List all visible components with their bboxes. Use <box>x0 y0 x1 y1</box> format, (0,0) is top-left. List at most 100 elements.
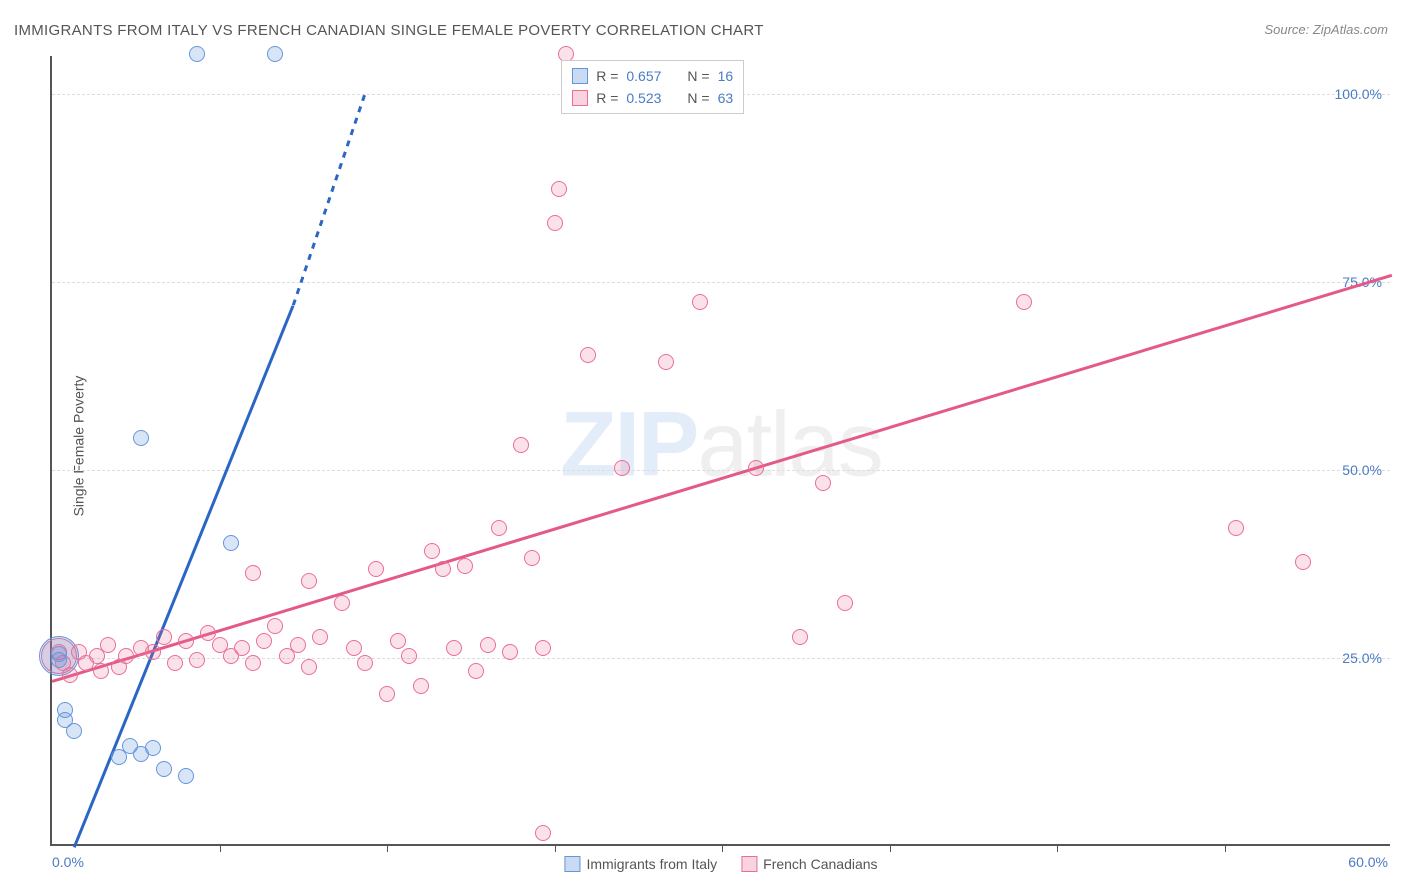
blue-point <box>156 761 172 777</box>
pink-point <box>1228 520 1244 536</box>
n-value: 16 <box>718 68 734 84</box>
pink-point <box>446 640 462 656</box>
pink-point <box>189 652 205 668</box>
pink-point <box>401 648 417 664</box>
blue-point <box>189 46 205 62</box>
legend-row: R = 0.657 N = 16 <box>572 65 733 87</box>
pink-point <box>524 550 540 566</box>
blue-trend-line <box>73 305 294 848</box>
pink-point <box>580 347 596 363</box>
pink-point <box>245 655 261 671</box>
x-tick <box>890 844 891 852</box>
pink-point <box>390 633 406 649</box>
chart-title: IMMIGRANTS FROM ITALY VS FRENCH CANADIAN… <box>14 22 764 39</box>
legend-swatch <box>572 68 588 84</box>
pink-point <box>1295 554 1311 570</box>
pink-point <box>815 475 831 491</box>
x-tick <box>387 844 388 852</box>
x-tick-label: 0.0% <box>52 854 84 870</box>
pink-point <box>748 460 764 476</box>
x-tick <box>1225 844 1226 852</box>
pink-point <box>301 573 317 589</box>
blue-point <box>133 430 149 446</box>
legend-label: French Canadians <box>763 856 877 872</box>
pink-point <box>658 354 674 370</box>
r-label: R = <box>596 68 618 84</box>
pink-point <box>290 637 306 653</box>
pink-point <box>468 663 484 679</box>
pink-point <box>502 644 518 660</box>
blue-point <box>267 46 283 62</box>
pink-point <box>692 294 708 310</box>
legend-swatch <box>741 856 757 872</box>
pink-point <box>100 637 116 653</box>
blue-point <box>178 768 194 784</box>
legend-label: Immigrants from Italy <box>586 856 717 872</box>
pink-point <box>267 618 283 634</box>
legend-row: R = 0.523 N = 63 <box>572 87 733 109</box>
r-value: 0.523 <box>626 90 661 106</box>
legend-item: French Canadians <box>741 856 877 872</box>
blue-point <box>66 723 82 739</box>
pink-point <box>792 629 808 645</box>
blue-point <box>223 535 239 551</box>
n-label: N = <box>687 90 709 106</box>
blue-point <box>51 646 67 662</box>
pink-point <box>156 629 172 645</box>
x-tick <box>555 844 556 852</box>
pink-point <box>93 663 109 679</box>
legend-item: Immigrants from Italy <box>564 856 717 872</box>
n-label: N = <box>687 68 709 84</box>
pink-point <box>256 633 272 649</box>
pink-point <box>118 648 134 664</box>
r-label: R = <box>596 90 618 106</box>
pink-point <box>513 437 529 453</box>
x-tick <box>722 844 723 852</box>
pink-point <box>62 667 78 683</box>
pink-point <box>551 181 567 197</box>
x-tick-label: 60.0% <box>1348 854 1388 870</box>
r-value: 0.657 <box>626 68 661 84</box>
gridline <box>52 470 1390 471</box>
pink-point <box>245 565 261 581</box>
pink-point <box>379 686 395 702</box>
pink-point <box>424 543 440 559</box>
pink-point <box>547 215 563 231</box>
pink-point <box>167 655 183 671</box>
plot-area: ZIPatlas 25.0%50.0%75.0%100.0%0.0%60.0%R… <box>50 56 1390 846</box>
correlation-legend: R = 0.657 N = 16 R = 0.523 N = 63 <box>561 60 744 114</box>
pink-point <box>234 640 250 656</box>
pink-point <box>435 561 451 577</box>
y-tick-label: 50.0% <box>1342 462 1382 478</box>
y-tick-label: 25.0% <box>1342 650 1382 666</box>
pink-point <box>145 644 161 660</box>
pink-point <box>312 629 328 645</box>
pink-point <box>480 637 496 653</box>
pink-point <box>1016 294 1032 310</box>
y-tick-label: 100.0% <box>1335 86 1382 102</box>
x-tick <box>220 844 221 852</box>
legend-swatch <box>572 90 588 106</box>
pink-point <box>457 558 473 574</box>
pink-point <box>413 678 429 694</box>
blue-point <box>145 740 161 756</box>
pink-trend-line <box>52 274 1393 683</box>
series-legend: Immigrants from Italy French Canadians <box>564 856 877 872</box>
legend-swatch <box>564 856 580 872</box>
pink-point <box>535 640 551 656</box>
blue-trend-line-dash <box>292 94 366 305</box>
pink-point <box>178 633 194 649</box>
pink-point <box>614 460 630 476</box>
pink-point <box>368 561 384 577</box>
x-tick <box>1057 844 1058 852</box>
pink-point <box>357 655 373 671</box>
source-attribution: Source: ZipAtlas.com <box>1264 22 1388 37</box>
pink-point <box>334 595 350 611</box>
pink-point <box>301 659 317 675</box>
blue-point <box>57 702 73 718</box>
pink-point <box>837 595 853 611</box>
n-value: 63 <box>718 90 734 106</box>
pink-point <box>491 520 507 536</box>
gridline <box>52 282 1390 283</box>
pink-point <box>535 825 551 841</box>
